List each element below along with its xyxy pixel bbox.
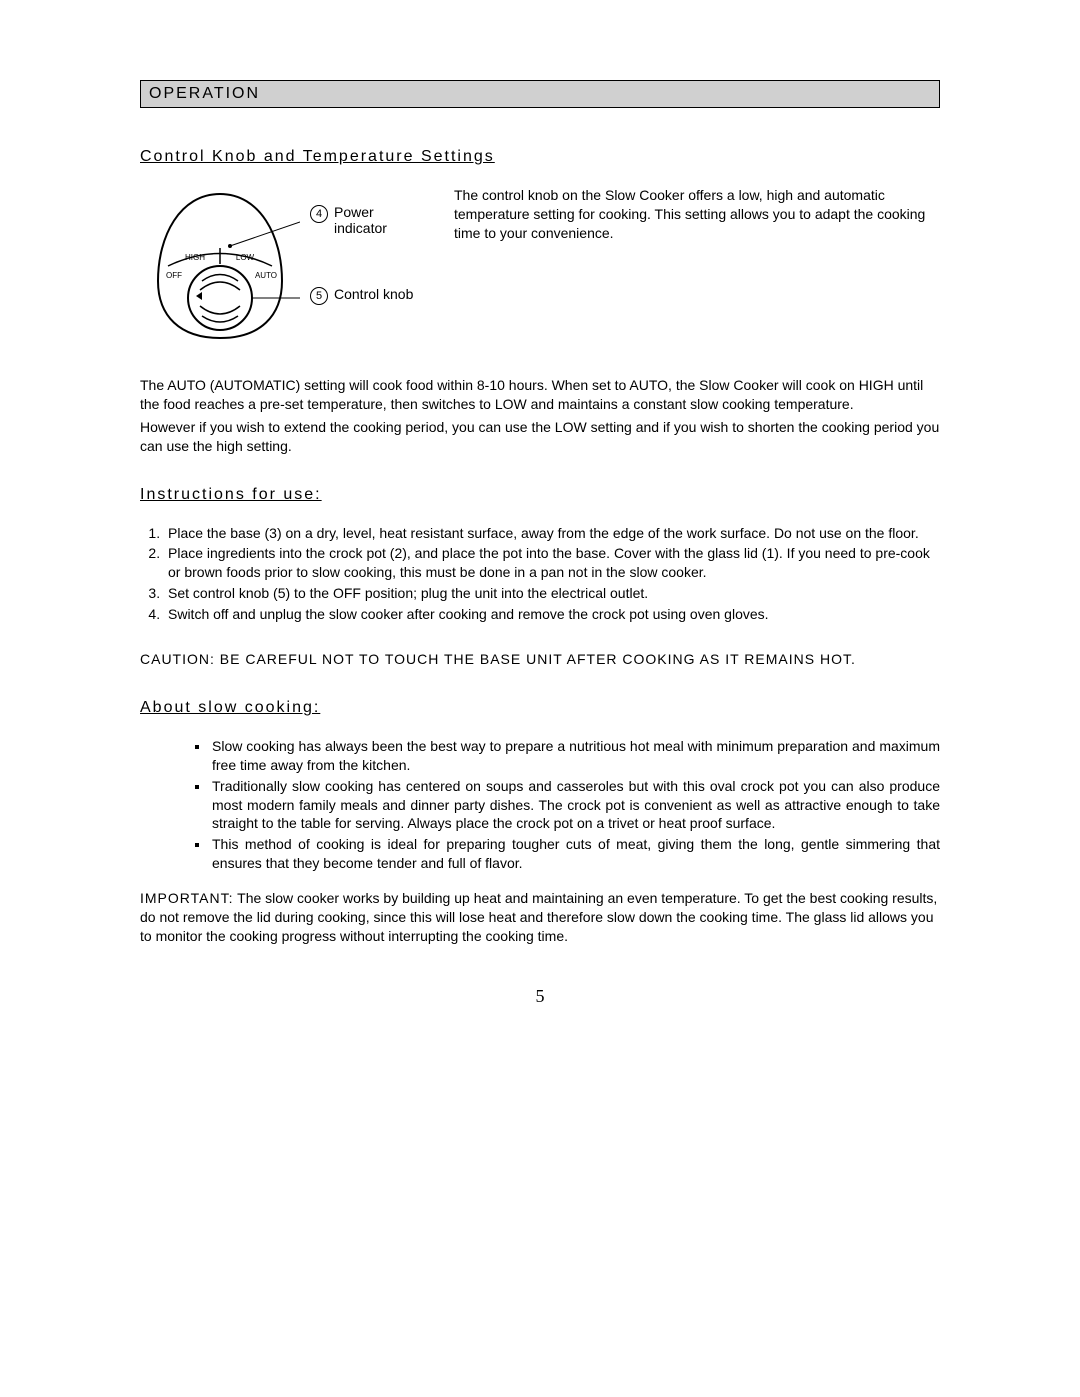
knob-label-low: LOW bbox=[236, 253, 255, 262]
heading-instructions: Instructions for use: bbox=[140, 486, 940, 504]
knob-label-auto: AUTO bbox=[255, 271, 277, 280]
instruction-item: Place ingredients into the crock pot (2)… bbox=[164, 544, 940, 582]
instruction-item: Place the base (3) on a dry, level, heat… bbox=[164, 524, 940, 543]
page-number: 5 bbox=[140, 986, 940, 1007]
knob-label-high: HIGH bbox=[185, 253, 205, 262]
auto-paragraph-1: The AUTO (AUTOMATIC) setting will cook f… bbox=[140, 376, 940, 414]
bullet-item: Traditionally slow cooking has centered … bbox=[210, 777, 940, 834]
circled-number-5: 5 bbox=[310, 287, 328, 305]
label-text-power-indicator: Power indicator bbox=[334, 204, 424, 236]
instruction-item: Switch off and unplug the slow cooker af… bbox=[164, 605, 940, 624]
bullet-item: This method of cooking is ideal for prep… bbox=[210, 835, 940, 873]
auto-paragraph-2: However if you wish to extend the cookin… bbox=[140, 418, 940, 456]
intro-paragraph: The control knob on the Slow Cooker offe… bbox=[454, 186, 940, 243]
section-header: OPERATION bbox=[140, 80, 940, 108]
important-paragraph: IMPORTANT: The slow cooker works by buil… bbox=[140, 889, 940, 946]
diagram-row: HIGH LOW OFF AUTO 4 Power indicator 5 Co… bbox=[140, 186, 940, 346]
label-control-knob: 5 Control knob bbox=[310, 286, 424, 305]
knob-label-off: OFF bbox=[166, 271, 182, 280]
heading-about-slow-cooking: About slow cooking: bbox=[140, 699, 940, 717]
heading-control-knob: Control Knob and Temperature Settings bbox=[140, 148, 940, 166]
manual-page: OPERATION Control Knob and Temperature S… bbox=[0, 0, 1080, 1047]
bullet-item: Slow cooking has always been the best wa… bbox=[210, 737, 940, 775]
important-text: The slow cooker works by building up hea… bbox=[140, 890, 937, 944]
instruction-item: Set control knob (5) to the OFF position… bbox=[164, 584, 940, 603]
diagram-labels: 4 Power indicator 5 Control knob bbox=[310, 186, 424, 305]
caution-text: CAUTION: BE CAREFUL NOT TO TOUCH THE BAS… bbox=[140, 650, 940, 669]
slow-cooking-list: Slow cooking has always been the best wa… bbox=[140, 737, 940, 873]
label-power-indicator: 4 Power indicator bbox=[310, 204, 424, 236]
instruction-list: Place the base (3) on a dry, level, heat… bbox=[140, 524, 940, 624]
important-label: IMPORTANT: bbox=[140, 890, 234, 906]
circled-number-4: 4 bbox=[310, 205, 328, 223]
label-text-control-knob: Control knob bbox=[334, 286, 413, 302]
cooker-diagram-icon: HIGH LOW OFF AUTO bbox=[140, 186, 300, 346]
diagram-column: HIGH LOW OFF AUTO 4 Power indicator 5 Co… bbox=[140, 186, 424, 346]
